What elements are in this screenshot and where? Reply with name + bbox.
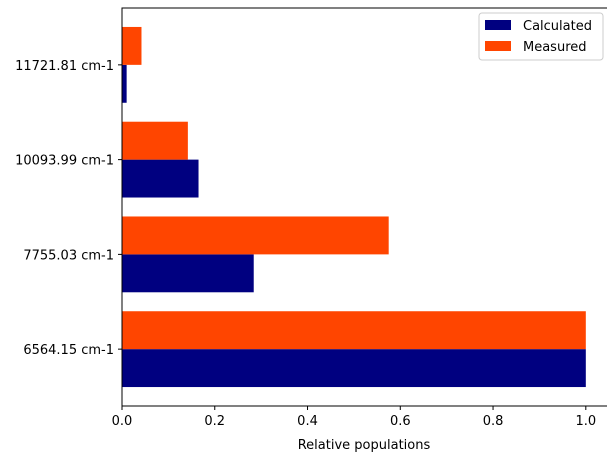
bar-calculated-2: [122, 159, 199, 198]
y-tick-label-3: 11721.81 cm-1: [15, 59, 114, 74]
legend-swatch-measured: [485, 41, 511, 51]
x-tick-label-3: 0.6: [390, 414, 411, 429]
bars-group: [122, 26, 586, 388]
y-axis: 6564.15 cm-1 7755.03 cm-1 10093.99 cm-1 117…: [15, 59, 122, 358]
x-tick-label-4: 0.8: [483, 414, 504, 429]
legend-label-calculated: Calculated: [523, 19, 592, 34]
bar-calculated-0: [122, 349, 586, 388]
legend-swatch-calculated: [485, 20, 511, 30]
plot-frame: [121, 7, 607, 407]
x-tick-label-1: 0.2: [204, 414, 225, 429]
x-axis-label: Relative populations: [298, 438, 431, 453]
bar-calculated-1: [122, 254, 254, 293]
legend: Calculated Measured: [478, 12, 604, 61]
x-tick-label-5: 1.0: [575, 414, 596, 429]
bar-measured-2: [122, 121, 188, 160]
y-tick-label-2: 10093.99 cm-1: [15, 154, 114, 169]
bar-calculated-3: [122, 64, 127, 103]
bar-measured-0: [122, 311, 586, 350]
bar-measured-3: [122, 26, 142, 65]
y-tick-label-1: 7755.03 cm-1: [23, 248, 114, 263]
x-tick-label-2: 0.4: [297, 414, 318, 429]
x-tick-label-0: 0.0: [112, 414, 133, 429]
y-tick-label-0: 6564.15 cm-1: [23, 343, 114, 358]
legend-label-measured: Measured: [523, 40, 587, 55]
x-axis: 0.0 0.2 0.4 0.6 0.8 1.0: [112, 406, 596, 429]
bar-measured-1: [122, 216, 389, 255]
